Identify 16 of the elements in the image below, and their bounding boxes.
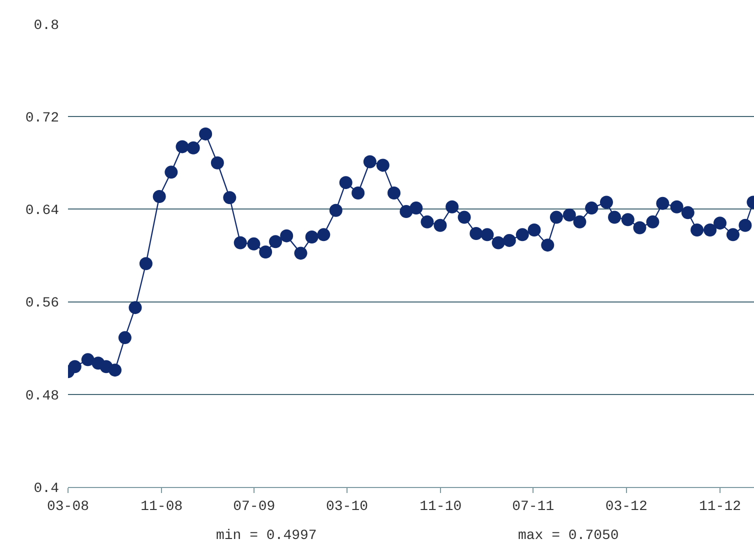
x-tick-label: 03-08 [46, 498, 90, 515]
y-tick-label: 0.72 [25, 110, 59, 126]
x-tick-label: 03-12 [605, 498, 648, 515]
y-tick-label: 0.64 [25, 203, 59, 220]
text: max = 0.7050 [518, 528, 619, 544]
x-tick-label: 11-08 [140, 498, 183, 515]
x-tick-label: 11-12 [698, 498, 741, 515]
x-tick-label: 03-10 [326, 498, 368, 515]
y-tick-label: 0.8 [34, 18, 59, 34]
x-tick-label: 11-10 [420, 498, 462, 515]
y-tick-label: 0.4 [34, 480, 59, 497]
y-tick-label: 0.48 [25, 388, 59, 404]
text: min = 0.4997 [216, 528, 317, 544]
x-tick-label: 07-11 [512, 498, 554, 515]
x-tick-label: 07-09 [233, 498, 276, 515]
y-tick-label: 0.56 [25, 296, 59, 312]
